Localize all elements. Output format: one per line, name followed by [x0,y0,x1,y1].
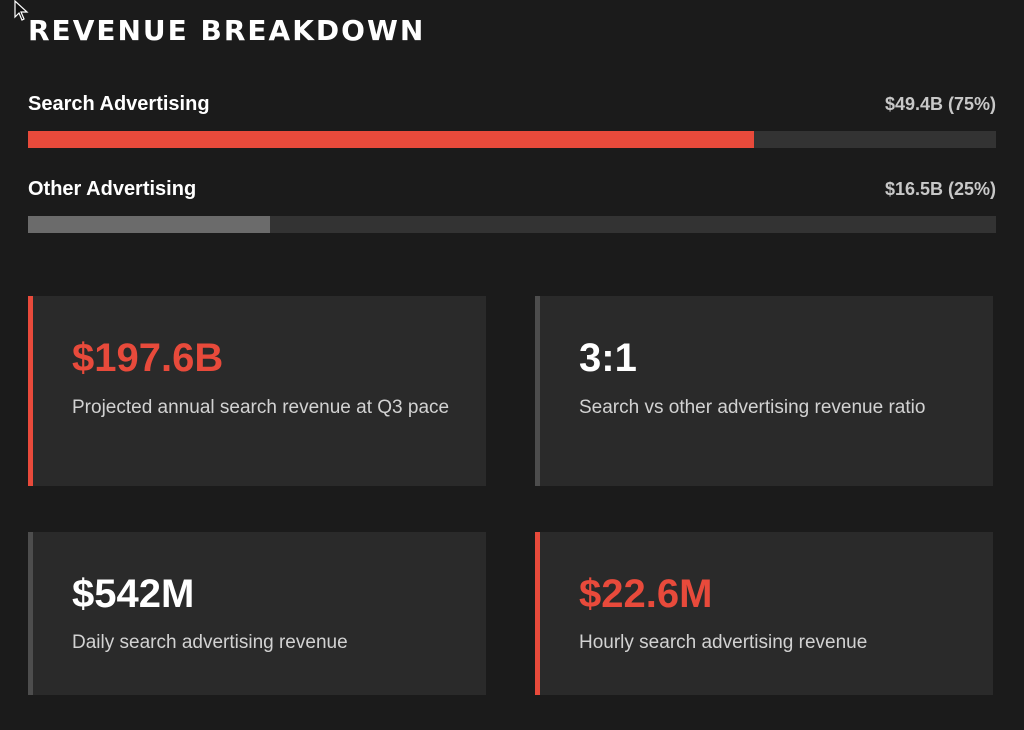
stat-value: $22.6M [579,572,713,616]
bar-track [28,216,996,233]
stat-description: Projected annual search revenue at Q3 pa… [72,397,450,418]
stat-card-hourly-revenue: $22.6M Hourly search advertising revenue [535,532,993,695]
bar-track [28,131,996,148]
stat-value: 3:1 [579,336,637,380]
stat-card-daily-revenue: $542M Daily search advertising revenue [28,532,486,695]
bar-fill [28,216,270,233]
stat-card-annual-projection: $197.6B Projected annual search revenue … [28,296,486,486]
stat-card-revenue-ratio: 3:1 Search vs other advertising revenue … [535,296,993,486]
bar-fill [28,131,754,148]
stat-value: $542M [72,572,195,616]
stat-description: Hourly search advertising revenue [579,632,868,653]
bar-value: $49.4B (75%) [884,94,996,114]
stat-description: Daily search advertising revenue [72,632,348,653]
mouse-pointer-icon [14,0,29,21]
stat-value: $197.6B [72,336,224,380]
search-advertising-bar: Search Advertising $49.4B (75%) [28,93,996,148]
page-title: REVENUE BREAKDOWN [28,14,426,47]
other-advertising-bar: Other Advertising $16.5B (25%) [28,178,996,233]
stat-description: Search vs other advertising revenue rati… [579,397,926,418]
bar-label: Search Advertising [28,93,210,115]
bar-value: $16.5B (25%) [884,179,996,199]
bar-label: Other Advertising [28,178,197,200]
